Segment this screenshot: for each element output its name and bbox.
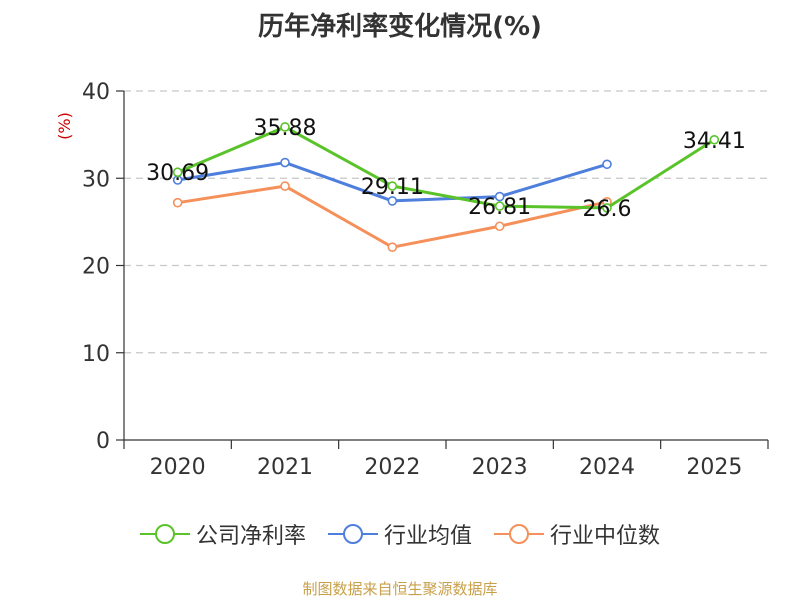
x-tick-label: 2022 [364, 455, 420, 480]
data-source-note: 制图数据来自恒生聚源数据库 [302, 580, 498, 598]
y-tick-label: 30 [82, 167, 110, 192]
legend-swatch-industry-median [494, 524, 544, 544]
legend-item-industry-median[interactable]: 行业中位数 [494, 518, 660, 550]
data-point [494, 201, 505, 211]
y-tick-label: 20 [82, 255, 110, 280]
chart-title: 历年净利率变化情况(%) [258, 12, 542, 42]
data-label: 30.69 [146, 161, 209, 186]
legend-label-industry-mean: 行业均值 [383, 524, 472, 549]
data-point [387, 196, 398, 206]
data-label: 26.81 [468, 195, 531, 220]
data-point [280, 157, 290, 168]
data-point [280, 181, 290, 191]
data-point [602, 159, 612, 170]
x-tick-label: 2024 [579, 455, 635, 480]
legend-item-company[interactable]: 公司净利率 [139, 518, 306, 550]
data-point [709, 134, 720, 145]
data-point [387, 181, 398, 191]
data-label: 26.6 [583, 197, 632, 222]
data-point [280, 122, 290, 132]
data-point [172, 167, 183, 178]
data-point [387, 242, 398, 252]
series-line [177, 125, 716, 210]
data-point [602, 203, 612, 213]
y-tick-label: 40 [82, 80, 110, 105]
data-point [494, 191, 505, 202]
x-tick-label: 2021 [257, 455, 313, 480]
x-tick-label: 2023 [472, 455, 528, 480]
legend-swatch-company [139, 524, 190, 544]
data-point [172, 197, 183, 208]
x-tick-label: 2025 [686, 455, 742, 480]
data-label: 35.88 [254, 116, 317, 141]
chart-legend: 公司净利率 行业均值 行业中位数 [0, 518, 800, 550]
data-label: 29.11 [361, 175, 424, 200]
y-axis-label: (%) [55, 112, 74, 140]
legend-item-industry-mean[interactable]: 行业均值 [327, 518, 472, 550]
x-tick-label: 2020 [150, 455, 206, 480]
data-label: 34.41 [683, 129, 746, 154]
data-point [494, 221, 505, 232]
legend-label-company: 公司净利率 [195, 524, 306, 549]
legend-swatch-industry-mean [327, 524, 378, 544]
y-tick-label: 0 [96, 429, 110, 454]
legend-label-industry-median: 行业中位数 [550, 524, 661, 549]
y-tick-label: 10 [82, 342, 110, 367]
